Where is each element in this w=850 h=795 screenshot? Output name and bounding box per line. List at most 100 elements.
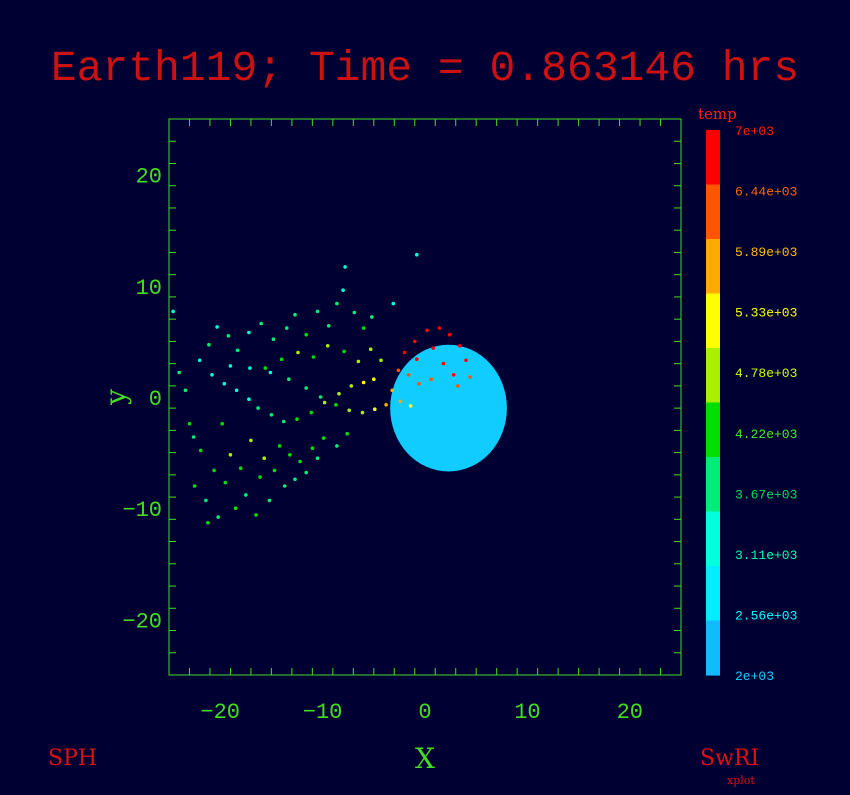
- particle-point: [235, 348, 240, 353]
- particle-point: [233, 506, 238, 511]
- particle-point: [247, 330, 251, 335]
- particle-point: [456, 384, 460, 388]
- particle-point: [402, 350, 407, 355]
- particle-point: [311, 355, 316, 359]
- x-tick-label: −20: [200, 700, 240, 725]
- colorbar-band: [706, 566, 720, 622]
- particle-point: [342, 349, 346, 354]
- particle-point: [171, 309, 175, 314]
- particle-point: [406, 373, 411, 377]
- particle-point: [335, 301, 339, 306]
- particle-point: [191, 435, 196, 439]
- particle-point: [468, 375, 472, 379]
- x-tick-label: 0: [418, 700, 431, 725]
- particle-point: [325, 344, 330, 348]
- particle-point: [322, 400, 327, 405]
- footer-right-sublabel: xplot: [727, 774, 755, 787]
- particle-point: [267, 498, 272, 503]
- colorbar-band: [706, 402, 720, 458]
- colorbar-band: [706, 620, 720, 676]
- particle-point: [356, 359, 361, 364]
- particle-point: [223, 480, 228, 485]
- particle-point: [304, 332, 309, 337]
- particle-point: [259, 321, 264, 326]
- particle-point: [398, 399, 403, 404]
- particle-point: [361, 380, 366, 385]
- particle-point: [293, 477, 297, 482]
- plot-frame: [168, 118, 682, 676]
- particle-point: [288, 453, 292, 457]
- particle-point: [244, 493, 248, 497]
- particle-point: [447, 332, 452, 337]
- particle-point: [268, 370, 273, 375]
- particle-point: [272, 468, 277, 473]
- particle-point: [347, 408, 352, 413]
- colorbar-tick-label: 3.11e+03: [735, 548, 797, 563]
- colorbar-band: [706, 511, 720, 567]
- particle-point: [321, 436, 326, 440]
- x-tick-label: 20: [617, 700, 643, 725]
- y-tick-label: 20: [136, 165, 162, 190]
- particle-point: [212, 468, 216, 473]
- particle-point: [248, 366, 252, 370]
- particle-point: [372, 377, 376, 382]
- particle-point: [384, 403, 388, 407]
- colorbar-tick-label: 6.44e+03: [735, 185, 797, 200]
- particle-point: [408, 404, 413, 408]
- colorbar-tick-label: 2.56e+03: [735, 608, 797, 623]
- colorbar-tick-label: 5.33e+03: [735, 306, 797, 321]
- particle-point: [216, 515, 220, 519]
- particle-point: [287, 377, 291, 382]
- particle-point: [304, 386, 309, 390]
- colorbar-tick-label: 5.89e+03: [735, 245, 797, 260]
- particle-point: [249, 438, 253, 443]
- y-tick-label: 0: [149, 387, 162, 412]
- particle-point: [281, 419, 286, 424]
- particle-point: [337, 391, 341, 396]
- particle-point: [192, 484, 197, 488]
- y-tick-label: −10: [122, 498, 162, 523]
- particle-point: [282, 484, 287, 488]
- particle-point: [464, 358, 468, 363]
- particle-point: [373, 407, 377, 412]
- particle-point: [271, 337, 276, 342]
- colorbar-band: [706, 457, 720, 513]
- particle-point: [177, 370, 181, 375]
- particle-point: [310, 446, 315, 451]
- colorbar-band: [706, 293, 720, 349]
- particle-point: [315, 456, 320, 461]
- colorbar-tick-label: 3.67e+03: [735, 487, 797, 502]
- particle-point: [256, 406, 260, 410]
- colorbar-label: temp: [698, 105, 737, 123]
- particle-point: [429, 377, 433, 382]
- particle-point: [437, 326, 442, 330]
- particle-point: [296, 350, 300, 355]
- particle-point: [293, 312, 297, 317]
- particle-point: [298, 459, 302, 464]
- colorbar-band: [706, 184, 720, 240]
- planet-body-disk: [390, 344, 507, 472]
- particle-point: [318, 395, 323, 399]
- colorbar-tick-label: 7e+03: [735, 124, 774, 139]
- particle-point: [220, 421, 224, 426]
- particle-point: [451, 373, 456, 377]
- colorbar-tick-label: 2e+03: [735, 669, 774, 684]
- particle-point: [441, 361, 446, 366]
- colorbar-band: [706, 348, 720, 404]
- particle-point: [309, 410, 314, 415]
- particle-point: [415, 357, 419, 362]
- particle-point: [335, 444, 339, 448]
- particle-point: [277, 444, 282, 448]
- particle-point: [234, 388, 239, 393]
- particle-point: [458, 344, 462, 348]
- particle-point: [247, 397, 251, 402]
- particle-point: [417, 381, 421, 386]
- particle-point: [425, 328, 429, 333]
- particle-point: [396, 368, 401, 373]
- particle-point: [226, 334, 231, 338]
- particle-point: [379, 358, 383, 363]
- particle-point: [345, 431, 350, 436]
- particle-point: [269, 413, 274, 417]
- plot-axes: −20 −10 0 10 20 20 10 0 −10 −20 Xy: [100, 118, 682, 775]
